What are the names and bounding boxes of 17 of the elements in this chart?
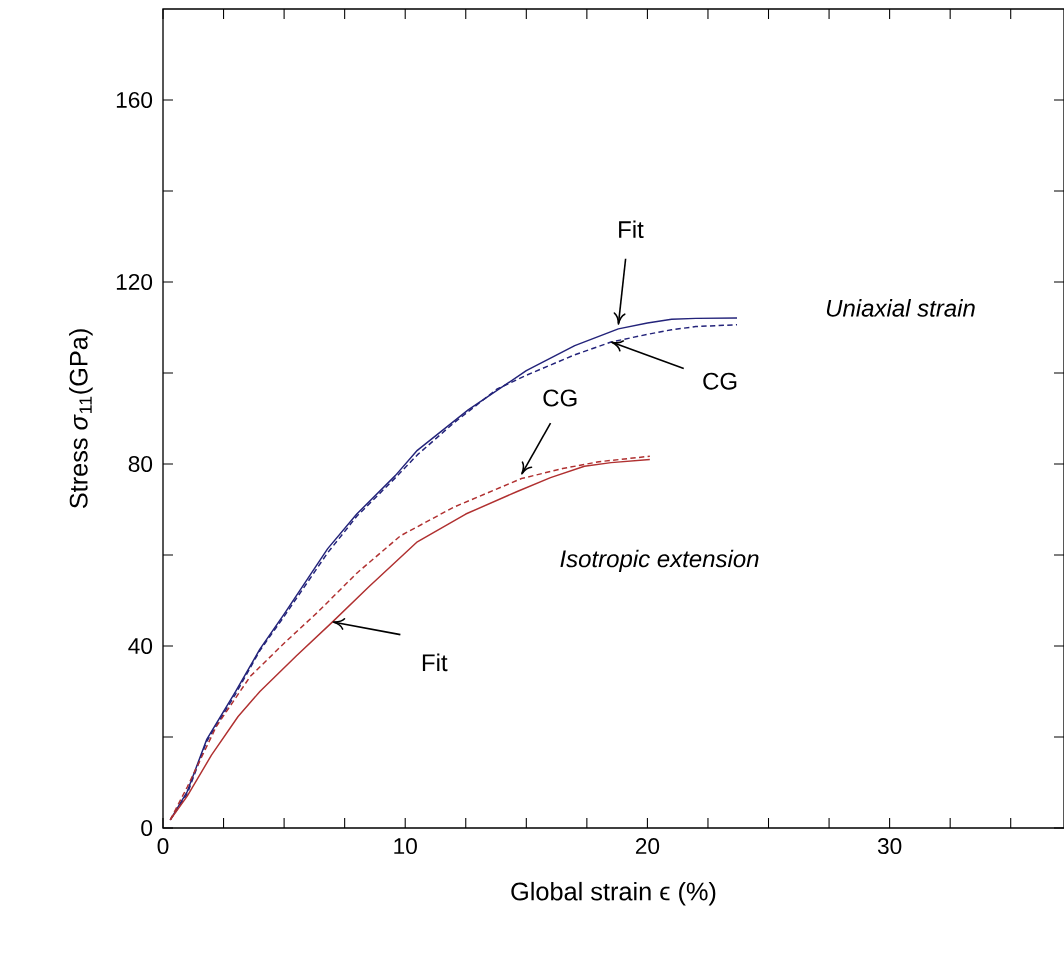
y-tick-label: 40 [128, 637, 153, 655]
y-tick-label: 80 [128, 455, 153, 473]
annotation: Fit [422, 653, 448, 672]
annotation: Uniaxial strain [826, 299, 975, 317]
x-tick-label: 30 [877, 838, 902, 855]
y-tick-label: 0 [141, 819, 153, 837]
annotation: CG [703, 372, 737, 390]
annotation: Isotropic extension [560, 549, 759, 573]
x-tick-label: 10 [394, 838, 417, 855]
annotation: Fit [619, 220, 644, 238]
x-axis-title: Global strain ϵ (%) [511, 881, 716, 906]
y-tick-label: 160 [116, 91, 153, 109]
y-tick-label: 120 [116, 273, 153, 291]
annotation: CG [543, 389, 577, 407]
x-tick-label: 0 [157, 838, 169, 855]
x-tick-label: 20 [635, 838, 660, 855]
y-axis-title: Stress σ$_{11}$(GPa) [69, 329, 93, 509]
